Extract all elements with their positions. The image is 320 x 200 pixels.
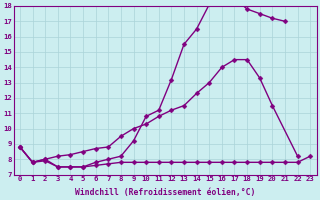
X-axis label: Windchill (Refroidissement éolien,°C): Windchill (Refroidissement éolien,°C) — [75, 188, 255, 197]
